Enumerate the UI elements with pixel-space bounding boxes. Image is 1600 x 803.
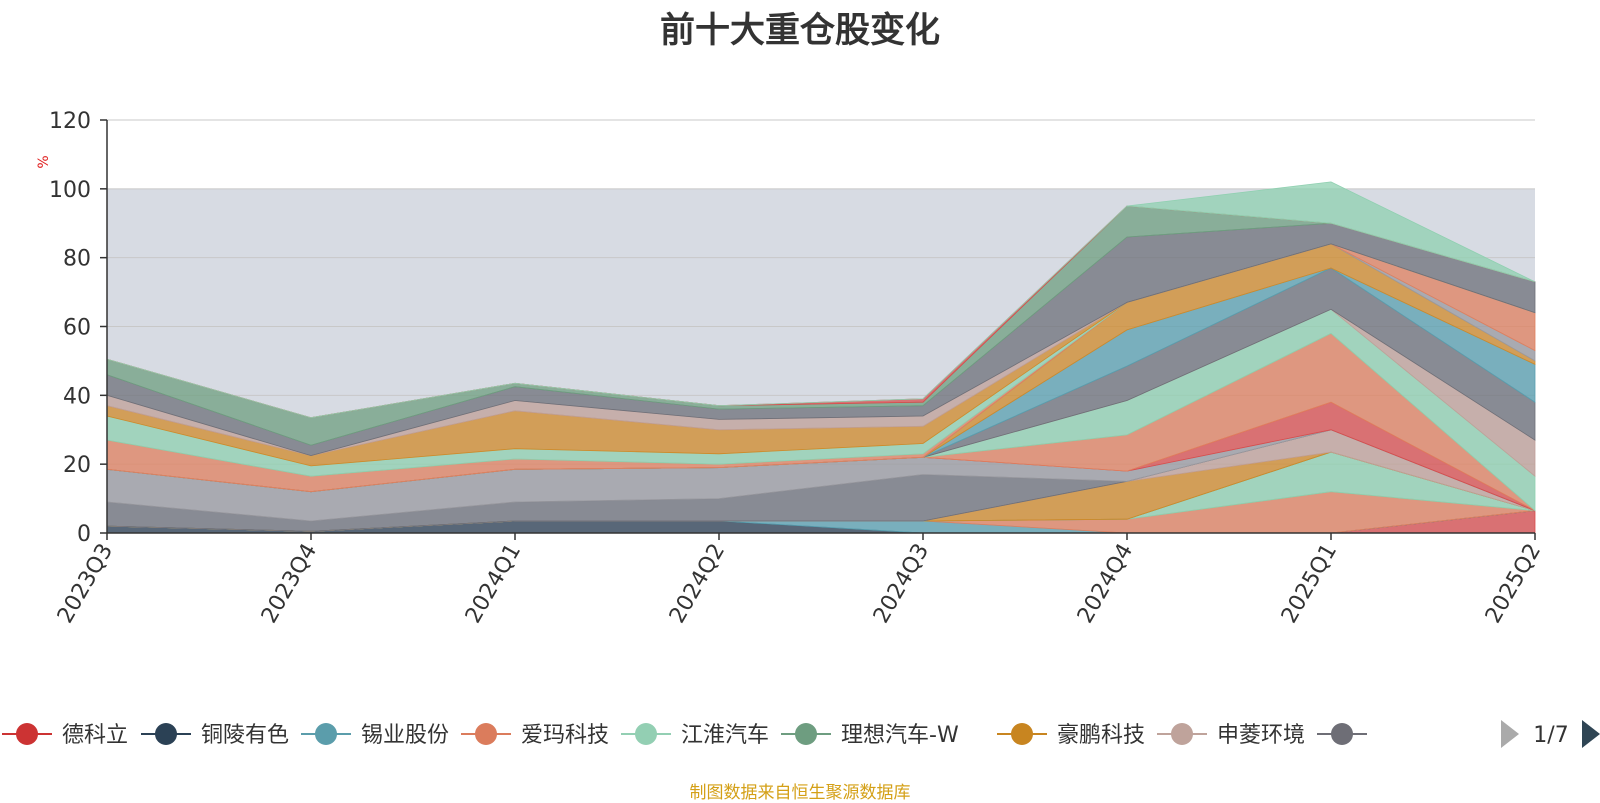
y-tick-label: 100	[49, 178, 91, 203]
legend-page-label: 1/7	[1533, 723, 1568, 748]
x-tick-label: 2025Q2	[1481, 540, 1546, 628]
legend-label: 江淮汽车	[681, 723, 769, 748]
series-area	[106, 181, 1536, 419]
source-note: 制图数据来自恒生聚源数据库	[689, 783, 911, 803]
legend-item[interactable]: 锡业股份	[301, 723, 449, 748]
x-tick-label: 2025Q1	[1277, 540, 1342, 628]
legend-marker	[795, 723, 817, 745]
legend-marker	[155, 723, 177, 745]
legend-item[interactable]: 铜陵有色	[141, 723, 289, 748]
legend-item[interactable]: 理想汽车-W	[781, 723, 959, 748]
x-tick-label: 2023Q3	[53, 540, 118, 628]
x-tick-labels: 2023Q3 2023Q4 2024Q1 2024Q2 2024Q3 2024Q4 2025…	[53, 540, 1546, 628]
prev-page-icon[interactable]	[1501, 720, 1519, 748]
legend-item[interactable]: 申菱环境	[1157, 723, 1305, 748]
legend-label: 理想汽车-W	[841, 723, 959, 748]
x-tick-label: 2024Q3	[869, 540, 934, 628]
x-tick-label: 2024Q1	[461, 540, 526, 628]
legend-marker	[1171, 723, 1193, 745]
series-areas	[106, 181, 1536, 534]
legend-item[interactable]: 江淮汽车	[621, 723, 769, 748]
y-tick-label: 0	[77, 522, 91, 547]
legend-label: 爱玛科技	[521, 723, 609, 748]
x-tick-label: 2024Q4	[1073, 540, 1138, 628]
legend-item[interactable]: 豪鹏科技	[997, 723, 1145, 748]
legend-label: 申菱环境	[1217, 723, 1305, 748]
legend: 德科立 铜陵有色 锡业股份 爱玛科技 江淮汽车 理想汽车-W 豪鹏科技 申菱环境 1/7	[2, 720, 1600, 748]
legend-label: 锡业股份	[361, 723, 449, 748]
axes	[100, 119, 1536, 540]
y-tick-label: 120	[49, 109, 91, 134]
legend-marker	[16, 723, 38, 745]
legend-marker	[1331, 723, 1353, 745]
next-page-icon[interactable]	[1582, 720, 1600, 748]
legend-marker	[315, 723, 337, 745]
y-axis-label: %	[36, 155, 52, 168]
legend-marker	[635, 723, 657, 745]
y-tick-label: 60	[63, 316, 91, 341]
legend-label: 豪鹏科技	[1057, 723, 1145, 748]
legend-item[interactable]: 爱玛科技	[461, 723, 609, 748]
y-tick-labels: 0 20 40 60 80 100 120	[49, 109, 91, 547]
x-tick-label: 2023Q4	[257, 540, 322, 628]
y-tick-label: 40	[63, 384, 91, 409]
chart-title: 前十大重仓股变化	[659, 11, 940, 51]
legend-label: 铜陵有色	[201, 723, 289, 748]
legend-item[interactable]	[1317, 723, 1367, 745]
legend-label: 德科立	[62, 723, 128, 748]
y-tick-label: 80	[63, 247, 91, 272]
legend-marker	[1011, 723, 1033, 745]
legend-pager: 1/7	[1501, 720, 1600, 748]
legend-item[interactable]: 德科立	[2, 723, 128, 748]
x-tick-label: 2024Q2	[665, 540, 730, 628]
y-tick-label: 20	[63, 453, 91, 478]
legend-marker	[475, 723, 497, 745]
